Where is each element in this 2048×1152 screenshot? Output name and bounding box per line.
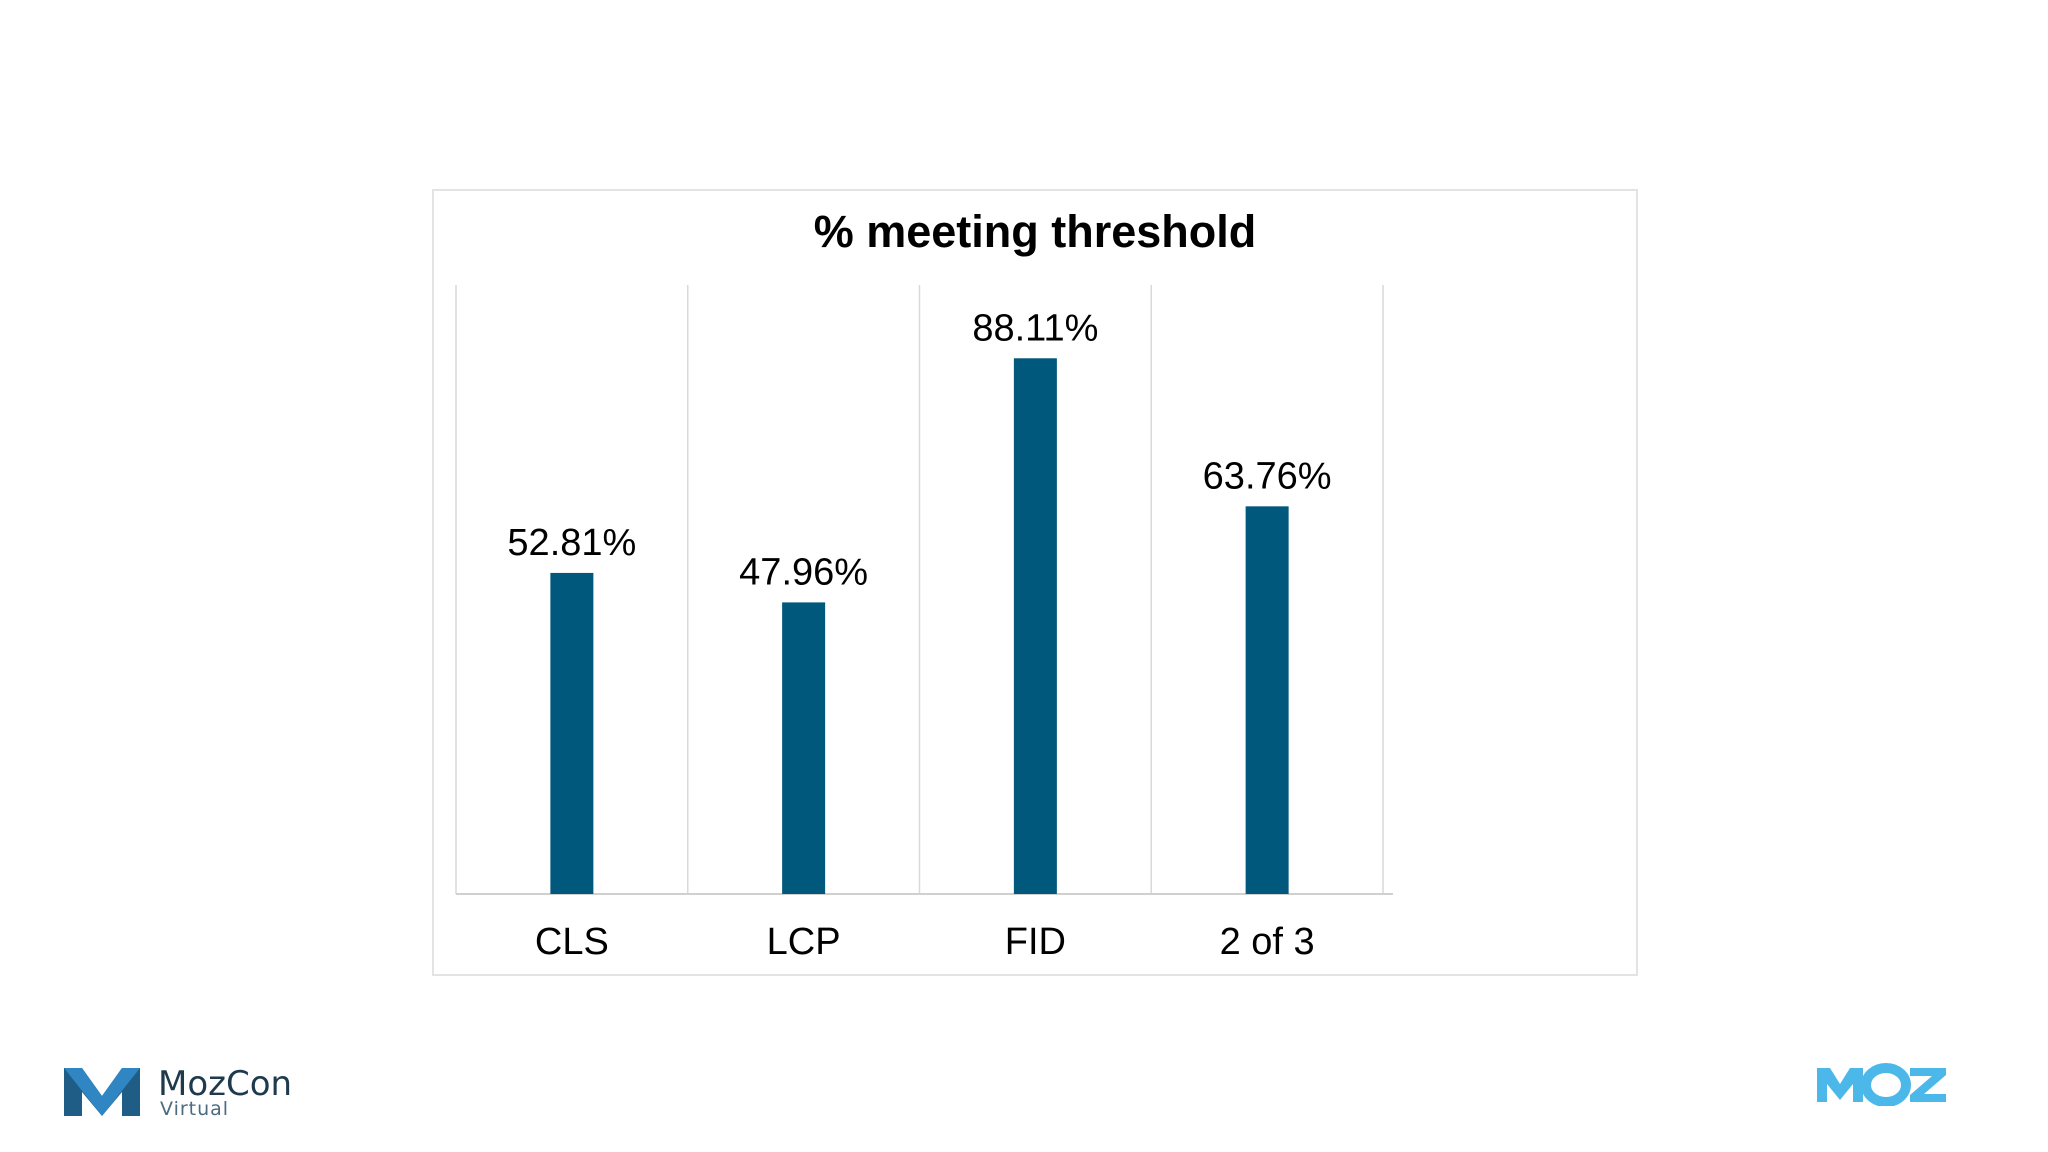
mozcon-logo-subtitle: Virtual	[160, 1098, 230, 1120]
x-tick-label: LCP	[767, 921, 841, 963]
data-label: 52.81%	[507, 522, 636, 564]
bar-cls	[550, 572, 594, 894]
mozcon-m-logo-icon	[64, 1068, 140, 1116]
bar-lcp	[782, 602, 826, 894]
chart-frame	[432, 189, 1638, 976]
bar-2-of-3	[1245, 506, 1289, 894]
x-tick-label: FID	[1005, 921, 1066, 963]
x-tick-label: 2 of 3	[1220, 921, 1315, 963]
data-label: 47.96%	[739, 551, 868, 593]
bar-fid	[1013, 358, 1057, 894]
x-tick-label: CLS	[535, 921, 609, 963]
data-label: 88.11%	[972, 307, 1098, 349]
chart-title: % meeting threshold	[813, 206, 1257, 257]
mozcon-logo-text: MozCon	[158, 1064, 293, 1104]
moz-logo-icon	[1817, 1063, 1946, 1106]
data-label: 63.76%	[1203, 455, 1332, 497]
